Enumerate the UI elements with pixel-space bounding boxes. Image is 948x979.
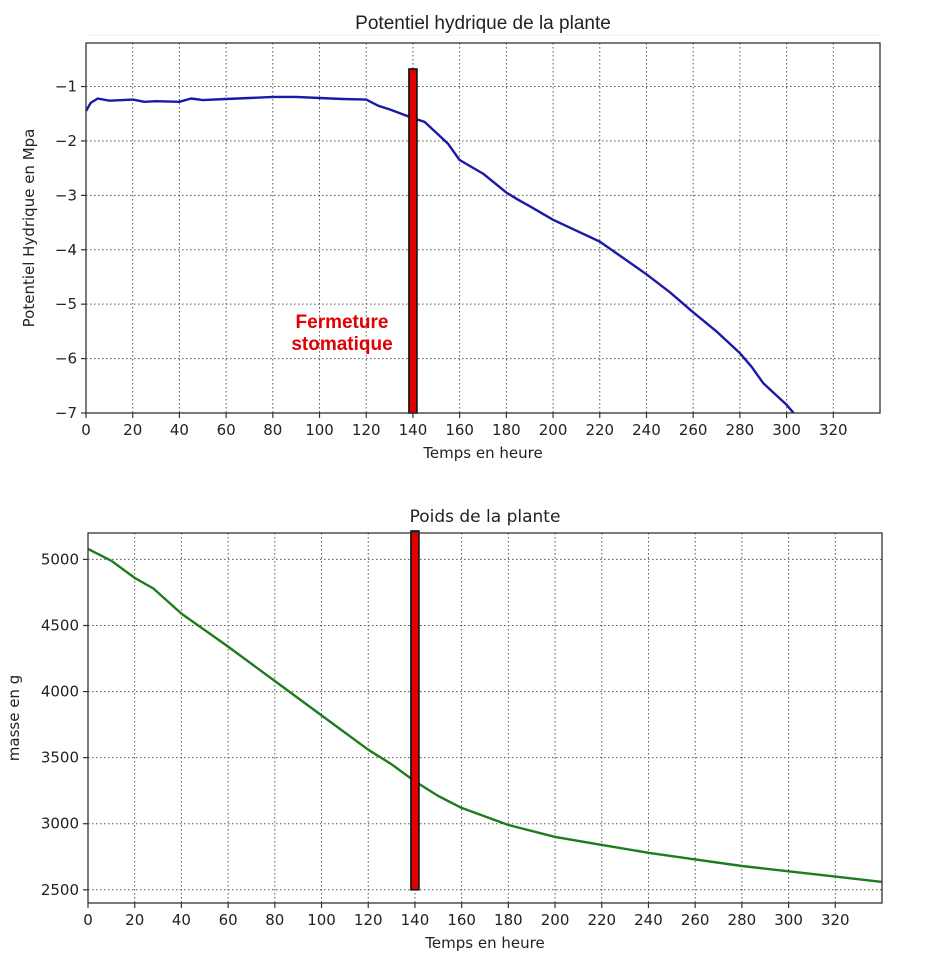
y-tick-label: −3	[55, 186, 77, 204]
x-tick-label: 200	[539, 421, 568, 439]
x-tick-label: 120	[354, 911, 383, 929]
y-tick-label: −2	[55, 132, 77, 150]
y-tick-label: 4500	[41, 617, 79, 635]
x-tick-label: 40	[172, 911, 191, 929]
water-potential-chart: Potentiel hydrique de la plante Fermeture…	[20, 13, 881, 462]
data-line	[87, 547, 883, 884]
x-tick-label: 40	[170, 421, 189, 439]
x-tick-label: 20	[125, 911, 144, 929]
x-tick-label: 280	[728, 911, 757, 929]
x-tick-label: 280	[726, 421, 755, 439]
x-axis-label: Temps en heure	[422, 444, 542, 462]
stomatal-closure-label: stomatique	[291, 334, 392, 355]
x-tick-label: 140	[401, 911, 430, 929]
x-tick-label: 160	[445, 421, 474, 439]
plot-frame	[87, 532, 883, 904]
x-tick-label: 260	[681, 911, 710, 929]
chart-title: Poids de la plante	[410, 507, 561, 527]
x-tick-label: 60	[219, 911, 238, 929]
x-tick-label: 60	[217, 421, 236, 439]
x-tick-label: 220	[585, 421, 614, 439]
y-tick-label: 5000	[41, 550, 79, 568]
x-tick-label: 200	[541, 911, 570, 929]
y-tick-label: −7	[55, 404, 77, 422]
x-tick-label: 260	[679, 421, 708, 439]
x-tick-label: 320	[819, 421, 848, 439]
x-tick-label: 180	[494, 911, 523, 929]
x-tick-label: 140	[399, 421, 428, 439]
x-tick-label: 100	[307, 911, 336, 929]
y-tick-label: 3000	[41, 815, 79, 833]
x-tick-label: 240	[634, 911, 663, 929]
y-tick-label: −1	[55, 78, 77, 96]
x-tick-label: 320	[821, 911, 850, 929]
x-tick-label: 120	[352, 421, 381, 439]
y-tick-label: 4000	[41, 683, 79, 701]
y-tick-label: 3500	[41, 749, 79, 767]
x-tick-label: 180	[492, 421, 521, 439]
x-tick-label: 0	[83, 911, 93, 929]
y-axis-label: Potentiel Hydrique en Mpa	[20, 129, 38, 328]
x-tick-label: 20	[123, 421, 142, 439]
x-tick-label: 80	[265, 911, 284, 929]
x-tick-label: 0	[81, 421, 91, 439]
x-tick-label: 160	[447, 911, 476, 929]
x-tick-label: 300	[772, 421, 801, 439]
x-tick-label: 80	[263, 421, 282, 439]
x-tick-label: 300	[774, 911, 803, 929]
plot-frame	[85, 42, 881, 414]
x-tick-label: 220	[587, 911, 616, 929]
x-tick-label: 240	[632, 421, 661, 439]
data-line	[84, 95, 795, 414]
y-tick-label: −6	[55, 350, 77, 368]
chart-title: Potentiel hydrique de la plante	[355, 13, 611, 34]
x-axis-label: Temps en heure	[424, 934, 544, 952]
y-axis-label: masse en g	[5, 675, 23, 761]
stomatal-closure-bar	[410, 530, 420, 891]
y-tick-label: 2500	[41, 881, 79, 899]
y-tick-label: −4	[55, 241, 77, 259]
y-tick-label: −5	[55, 295, 77, 313]
x-tick-label: 100	[305, 421, 334, 439]
stomatal-closure-label: Fermeture	[296, 312, 389, 333]
